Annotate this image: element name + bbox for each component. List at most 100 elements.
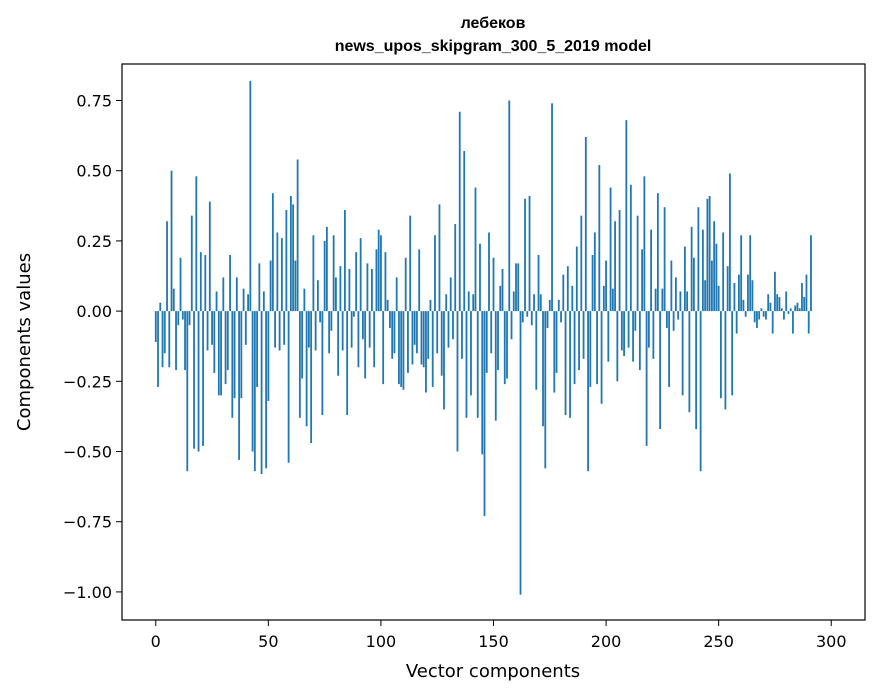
bar-131 xyxy=(449,277,452,312)
bar-244 xyxy=(704,280,707,312)
bar-45 xyxy=(256,311,258,387)
bar-274 xyxy=(771,311,774,334)
bar-106 xyxy=(393,311,396,354)
bar-211 xyxy=(629,184,632,312)
bar-208 xyxy=(623,311,625,357)
bar-61 xyxy=(292,204,295,312)
bar-91 xyxy=(359,238,362,312)
bar-111 xyxy=(404,257,407,312)
bar-225 xyxy=(661,288,664,312)
bar-237 xyxy=(688,311,691,413)
bar-223 xyxy=(656,193,659,312)
bar-179 xyxy=(557,299,560,312)
bar-90 xyxy=(357,311,360,368)
bar-104 xyxy=(389,311,391,328)
bar-49 xyxy=(265,311,267,469)
bar-189 xyxy=(580,215,583,312)
bar-183 xyxy=(566,266,569,312)
bar-93 xyxy=(364,311,367,379)
bar-66 xyxy=(303,288,306,312)
bar-209 xyxy=(625,120,628,312)
bar-6 xyxy=(168,311,171,368)
bar-263 xyxy=(747,274,749,312)
bar-52 xyxy=(271,193,274,312)
bar-119 xyxy=(422,311,425,368)
bar-147 xyxy=(485,311,488,373)
bar-39 xyxy=(242,288,245,312)
bar-255 xyxy=(729,173,731,312)
bar-248 xyxy=(713,221,716,312)
x-tick-label-5: 250 xyxy=(703,632,734,651)
bar-213 xyxy=(634,311,637,331)
bar-272 xyxy=(767,294,770,312)
bar-228 xyxy=(668,311,671,387)
bar-80 xyxy=(334,277,337,312)
bar-186 xyxy=(573,311,576,385)
bar-82 xyxy=(339,266,342,312)
bar-169 xyxy=(535,311,538,390)
bar-51 xyxy=(269,260,272,312)
bar-79 xyxy=(332,235,335,312)
bar-146 xyxy=(483,311,486,517)
bar-140 xyxy=(470,311,472,396)
bar-160 xyxy=(515,263,517,312)
chart-title: лебеков xyxy=(461,15,526,32)
bar-29 xyxy=(220,311,222,396)
bar-17 xyxy=(193,311,195,449)
bar-7 xyxy=(170,170,173,312)
bar-157 xyxy=(508,100,511,312)
y-tick-label-6: −0.75 xyxy=(63,513,112,532)
bar-26 xyxy=(213,311,216,373)
bar-142 xyxy=(474,187,477,312)
bar-226 xyxy=(663,207,666,312)
x-tick-label-1: 50 xyxy=(258,632,278,651)
bar-283 xyxy=(792,311,794,334)
y-tick-label-3: 0.00 xyxy=(76,302,112,321)
bar-264 xyxy=(749,235,752,312)
bar-210 xyxy=(627,311,630,348)
bar-214 xyxy=(636,215,639,312)
bar-20 xyxy=(199,252,202,312)
bar-268 xyxy=(758,311,761,320)
bar-253 xyxy=(724,311,727,410)
bar-76 xyxy=(325,226,328,312)
bar-162 xyxy=(519,311,522,595)
bar-83 xyxy=(341,311,344,351)
bar-67 xyxy=(305,311,308,427)
bar-99 xyxy=(377,229,380,312)
bar-96 xyxy=(371,268,373,312)
bar-156 xyxy=(506,311,508,379)
bar-250 xyxy=(717,285,720,312)
bar-128 xyxy=(443,311,445,410)
y-axis: 0.75 0.50 0.25 0.00 −0.25 −0.50 −0.75 −1.00 xyxy=(63,92,122,602)
bar-5 xyxy=(166,221,168,312)
bar-116 xyxy=(416,311,418,354)
bar-126 xyxy=(438,204,441,312)
bar-65 xyxy=(301,311,304,379)
bar-33 xyxy=(229,254,231,312)
bar-290 xyxy=(807,311,810,334)
bar-163 xyxy=(521,311,524,323)
bar-122 xyxy=(429,299,432,312)
bar-234 xyxy=(681,311,684,396)
bar-36 xyxy=(235,277,238,312)
bar-233 xyxy=(679,291,682,312)
bar-207 xyxy=(620,311,623,351)
x-tick-label-2: 100 xyxy=(366,632,397,651)
bar-129 xyxy=(445,294,448,312)
bar-230 xyxy=(672,311,675,331)
x-tick-label-4: 200 xyxy=(591,632,622,651)
bar-197 xyxy=(598,165,601,312)
bar-11 xyxy=(179,257,182,312)
bar-235 xyxy=(683,246,686,312)
bar-25 xyxy=(211,311,213,345)
bar-138 xyxy=(465,311,468,418)
bar-85 xyxy=(346,311,349,416)
bar-4 xyxy=(163,311,166,354)
bar-112 xyxy=(407,311,409,373)
bar-159 xyxy=(512,291,515,312)
bar-278 xyxy=(780,308,783,312)
bar-153 xyxy=(499,285,502,312)
bar-2 xyxy=(159,302,162,312)
